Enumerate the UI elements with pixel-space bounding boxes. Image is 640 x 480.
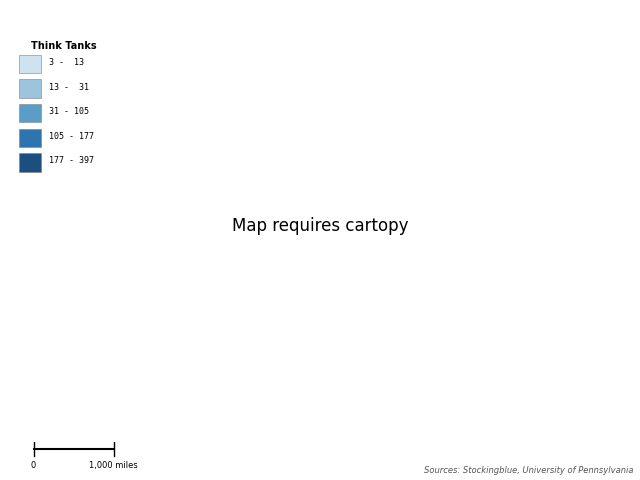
FancyBboxPatch shape [19,153,42,172]
Text: 0: 0 [31,461,36,470]
FancyBboxPatch shape [19,104,42,122]
Text: 177 - 397: 177 - 397 [49,156,93,166]
Text: 1,000 miles: 1,000 miles [89,461,138,470]
FancyBboxPatch shape [19,55,42,73]
FancyBboxPatch shape [19,80,42,98]
FancyBboxPatch shape [19,129,42,147]
Text: 13 -  31: 13 - 31 [49,83,88,92]
Text: 3 -  13: 3 - 13 [49,58,84,67]
Text: Think Tanks: Think Tanks [31,41,97,51]
Text: Sources: Stockingblue, University of Pennsylvania: Sources: Stockingblue, University of Pen… [424,466,634,475]
Text: 31 - 105: 31 - 105 [49,107,88,116]
Text: 105 - 177: 105 - 177 [49,132,93,141]
Text: Map requires cartopy: Map requires cartopy [232,216,408,235]
